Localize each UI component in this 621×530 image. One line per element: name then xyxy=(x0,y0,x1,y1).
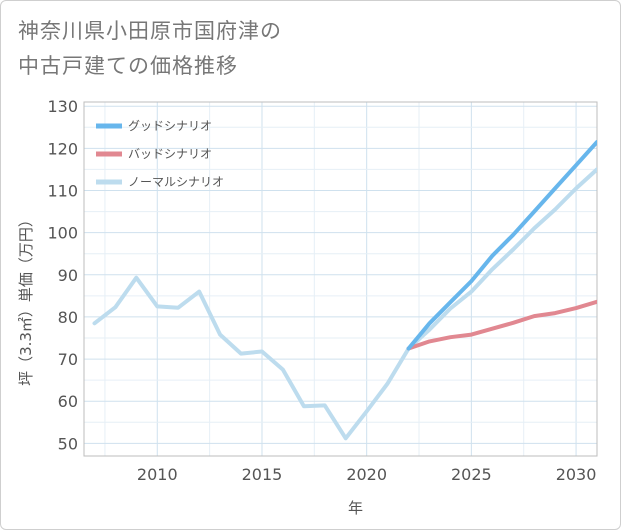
plot-area xyxy=(84,102,597,456)
y-tick-label: 120 xyxy=(47,139,78,158)
y-tick-label: 70 xyxy=(58,350,78,369)
legend-normal-scenario-label: ノーマルシナリオ xyxy=(128,175,224,189)
legend-bad-scenario-label: バッドシナリオ xyxy=(128,147,212,161)
x-tick-label: 2020 xyxy=(346,465,387,484)
y-tick-label: 60 xyxy=(58,392,78,411)
y-tick-label: 100 xyxy=(47,224,78,243)
y-tick-label: 50 xyxy=(58,434,78,453)
plot-border xyxy=(83,101,598,457)
chart-title-line-2: 中古戸建ての価格推移 xyxy=(18,54,238,78)
x-tick-label: 2015 xyxy=(242,465,283,484)
x-tick-label: 2010 xyxy=(137,465,178,484)
legend-good-scenario-label: グッドシナリオ xyxy=(128,119,212,133)
bad-scenario-line xyxy=(406,299,597,351)
normal-scenario-line xyxy=(92,167,597,441)
y-tick-label: 80 xyxy=(58,308,78,327)
good-scenario-line xyxy=(406,140,597,351)
y-tick-label: 90 xyxy=(58,266,78,285)
x-tick-label: 2030 xyxy=(556,465,597,484)
chart-title: 神奈川県小田原市国府津の 中古戸建ての価格推移 xyxy=(18,14,282,84)
x-tick-label: 2025 xyxy=(451,465,492,484)
chart-title-line-1: 神奈川県小田原市国府津の xyxy=(18,19,282,43)
x-axis-title: 年 xyxy=(348,499,363,517)
y-tick-label: 130 xyxy=(47,97,78,116)
y-tick-label: 110 xyxy=(47,182,78,201)
y-axis-title: 坪（3.3㎡）単価（万円） xyxy=(17,212,35,386)
